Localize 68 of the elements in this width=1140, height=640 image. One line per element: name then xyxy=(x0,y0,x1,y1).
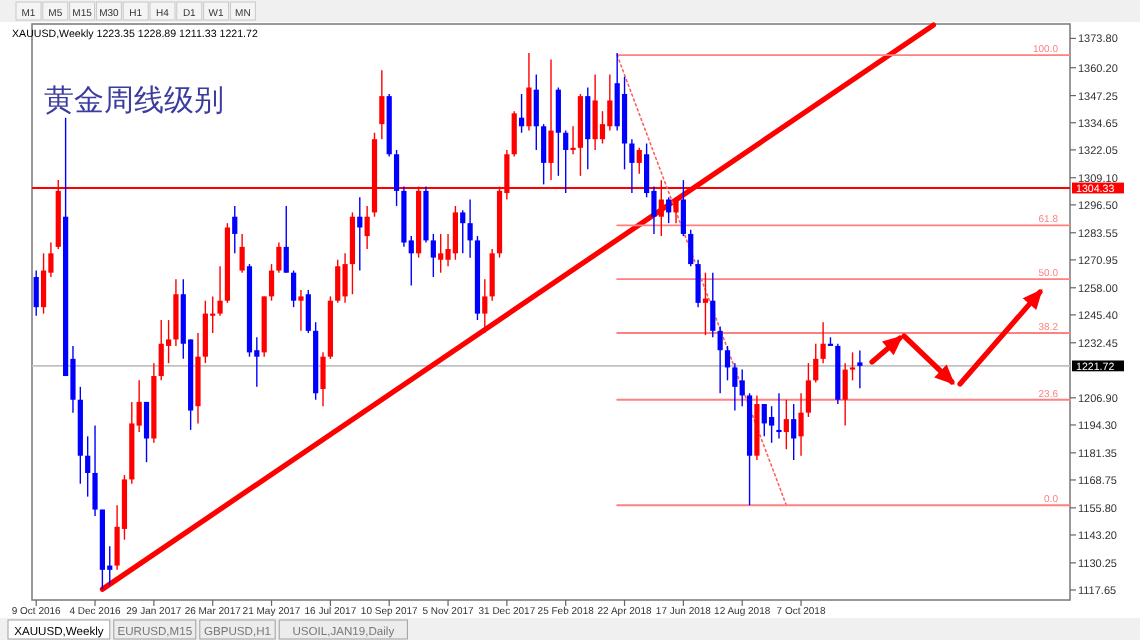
candlestick xyxy=(813,343,819,384)
candlestick xyxy=(739,368,745,407)
candlestick xyxy=(798,392,804,457)
candlestick xyxy=(533,73,539,151)
candlestick xyxy=(555,86,561,177)
candlestick xyxy=(526,52,532,132)
candlestick xyxy=(320,351,326,407)
candlestick xyxy=(342,252,348,304)
candlestick xyxy=(629,138,635,194)
candlestick xyxy=(438,233,444,274)
candlestick xyxy=(143,401,150,463)
candlestick xyxy=(276,241,282,274)
candlestick xyxy=(842,362,848,427)
candlestick xyxy=(666,196,672,224)
candlestick xyxy=(732,362,738,412)
candlestick xyxy=(283,205,289,274)
candlestick xyxy=(452,205,458,261)
candlestick xyxy=(607,73,613,132)
candlestick xyxy=(710,272,716,338)
candlestick xyxy=(430,233,436,278)
candlestick xyxy=(40,252,47,315)
candlestick xyxy=(379,69,385,140)
candlestick xyxy=(202,300,208,364)
candlestick xyxy=(467,198,473,259)
candlestick xyxy=(173,278,179,347)
candlestick xyxy=(291,269,297,308)
candlestick xyxy=(688,228,694,267)
candlestick xyxy=(702,272,709,336)
candlestick xyxy=(820,321,826,364)
candlestick xyxy=(570,125,576,155)
candlestick xyxy=(489,248,495,302)
candlestick xyxy=(585,86,591,171)
candlestick xyxy=(158,319,164,382)
candlestick xyxy=(724,345,731,382)
candlestick xyxy=(769,405,775,444)
candlestick xyxy=(783,399,789,450)
candlestick xyxy=(92,424,98,517)
candlestick xyxy=(680,179,686,237)
candlestick xyxy=(695,259,701,308)
text: 黄金周线级别 xyxy=(44,82,224,118)
candlestick xyxy=(805,362,811,418)
candlestick xyxy=(85,435,91,498)
candlestick xyxy=(364,205,370,250)
candlestick xyxy=(857,349,863,389)
candlestick xyxy=(33,269,39,317)
candlestick xyxy=(239,233,245,274)
candlestick xyxy=(563,129,569,194)
candlestick xyxy=(548,58,554,181)
candlestick xyxy=(268,263,275,302)
candlestick xyxy=(592,73,598,151)
candlestick xyxy=(482,278,488,334)
candlestick xyxy=(791,403,797,461)
candlestick xyxy=(305,289,311,334)
candlestick xyxy=(298,289,304,332)
candlestick xyxy=(849,351,856,382)
candlestick xyxy=(717,325,723,394)
candlestick xyxy=(636,147,642,175)
candlestick xyxy=(232,205,238,255)
candlestick xyxy=(761,403,767,438)
candlestick xyxy=(349,211,356,295)
candlestick xyxy=(217,265,223,317)
candlestick xyxy=(460,209,466,255)
candlestick xyxy=(393,149,400,207)
candlestick xyxy=(776,392,782,440)
candlestick xyxy=(511,110,517,158)
candlestick xyxy=(673,196,679,224)
candlestick xyxy=(541,123,547,186)
candlestick xyxy=(335,259,341,304)
